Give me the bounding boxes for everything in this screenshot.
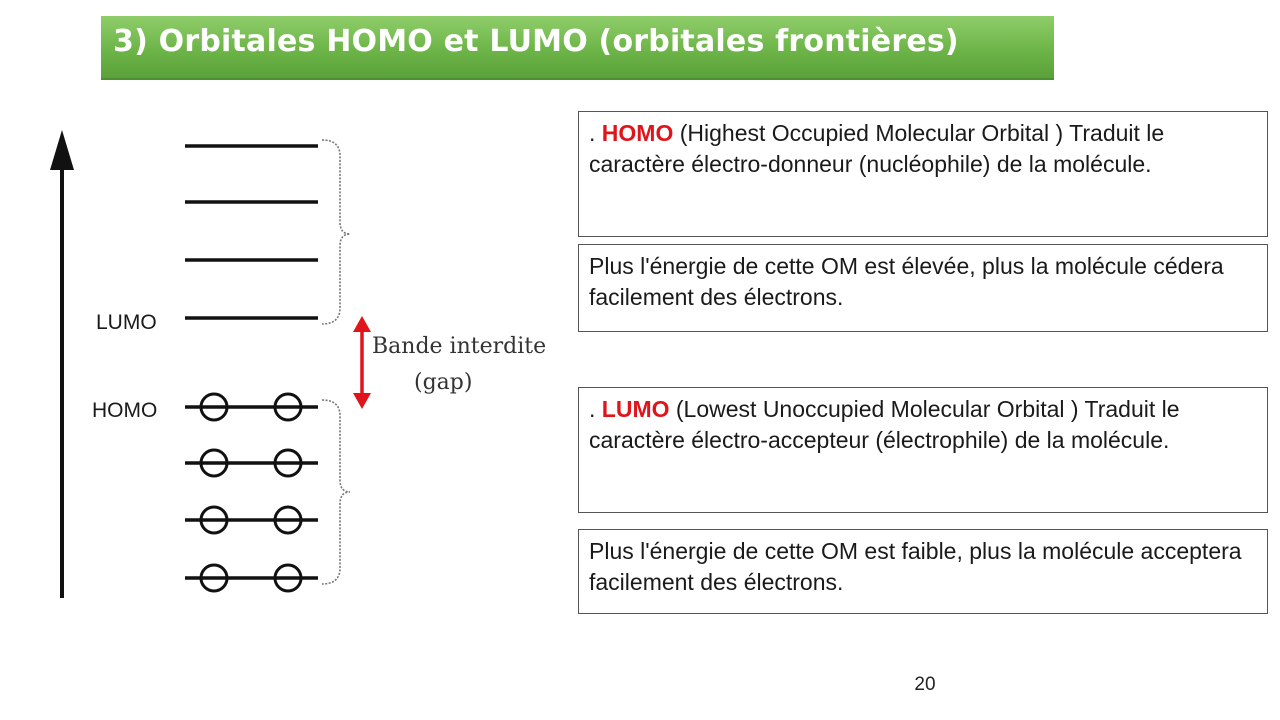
unoccupied-brace [321, 139, 351, 325]
homo-definition-lead: . [589, 120, 602, 146]
homo-energy-text: Plus l'énergie de cette OM est élevée, p… [589, 253, 1224, 310]
gap-label-line1: Bande interdite [372, 334, 546, 359]
orbital-energy-diagram: LUMO HOMO Bande interdite (gap) [50, 130, 546, 598]
gap-label-line2: (gap) [414, 370, 472, 395]
lumo-energy-box: Plus l'énergie de cette OM est faible, p… [578, 529, 1268, 614]
electron-circle [199, 392, 229, 422]
homo-energy-box: Plus l'énergie de cette OM est élevée, p… [578, 244, 1268, 332]
electron-circle [273, 392, 303, 422]
occupied-level [185, 563, 318, 593]
electron-circle [199, 505, 229, 535]
lumo-keyword: LUMO [601, 396, 670, 422]
lumo-definition-lead: . [589, 396, 602, 422]
electron-circle [273, 448, 303, 478]
page-number: 20 [914, 674, 936, 695]
occupied-level [185, 505, 318, 535]
homo-label: HOMO [92, 399, 157, 422]
occupied-brace [321, 399, 351, 585]
electron-circle [199, 448, 229, 478]
lumo-energy-text: Plus l'énergie de cette OM est faible, p… [589, 538, 1242, 595]
lumo-definition-box: . LUMO (Lowest Unoccupied Molecular Orbi… [578, 387, 1268, 513]
gap-arrow-top-head [353, 316, 371, 332]
occupied-level [185, 448, 318, 478]
energy-axis-arrowhead [50, 130, 74, 170]
lumo-definition-text: (Lowest Unoccupied Molecular Orbital ) T… [589, 396, 1180, 453]
homo-definition-box: . HOMO (Highest Occupied Molecular Orbit… [578, 111, 1268, 237]
homo-keyword: HOMO [601, 120, 674, 146]
lumo-label: LUMO [96, 311, 157, 334]
gap-arrow-bottom-head [353, 393, 371, 409]
homo-definition-text: (Highest Occupied Molecular Orbital ) Tr… [589, 120, 1165, 177]
electron-circle [199, 563, 229, 593]
electron-circle [273, 505, 303, 535]
homo-level [185, 392, 318, 422]
slide-title-bar: 3) Orbitales HOMO et LUMO (orbitales fro… [101, 16, 1054, 80]
electron-circle [273, 563, 303, 593]
slide-title: 3) Orbitales HOMO et LUMO (orbitales fro… [113, 24, 959, 59]
